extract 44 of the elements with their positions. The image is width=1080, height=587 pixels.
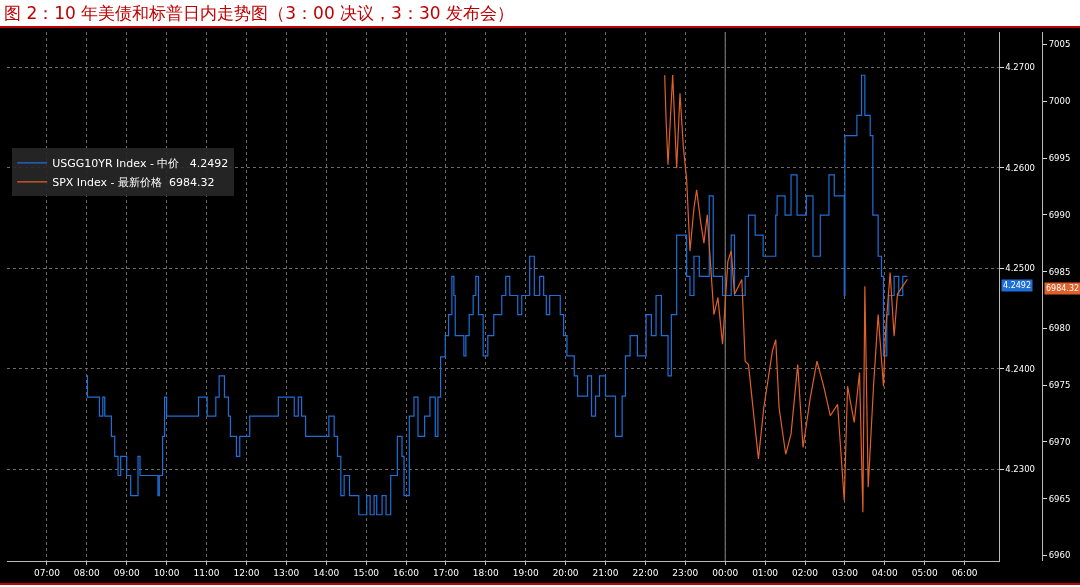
x-tick-label: 08:00 bbox=[73, 567, 101, 578]
chart-title: 图 2：10 年美债和标普日内走势图（3：00 决议，3：30 发布会） bbox=[3, 2, 515, 25]
x-tick-label: 19:00 bbox=[512, 567, 539, 578]
text: 4.2492 bbox=[1003, 281, 1031, 290]
y-tick-label: 4.2500 bbox=[1005, 263, 1035, 274]
y2-tick-label: 6970 bbox=[1048, 436, 1071, 447]
y2-tick-label: 6995 bbox=[1048, 152, 1071, 163]
x-tick-label: 01:00 bbox=[752, 567, 779, 578]
y2-tick-label: 6985 bbox=[1048, 266, 1071, 277]
x-tick-label: 23:00 bbox=[672, 567, 699, 578]
x-tick-label: 17:00 bbox=[432, 567, 460, 578]
y-tick-label: 4.2400 bbox=[1005, 363, 1035, 374]
x-tick-label: 11:00 bbox=[193, 567, 220, 578]
y-tick-label: 4.2700 bbox=[1005, 62, 1035, 73]
y2-tick-label: 6980 bbox=[1048, 323, 1071, 334]
x-tick-label: 03:00 bbox=[831, 567, 859, 578]
y2-tick-label: 7005 bbox=[1048, 39, 1071, 50]
legend-label: USGG10YR Index - 中价 4.2492 bbox=[52, 157, 229, 171]
x-tick-label: 21:00 bbox=[592, 567, 619, 578]
x-tick-label: 20:00 bbox=[552, 567, 579, 578]
x-tick-label: 18:00 bbox=[472, 567, 500, 578]
x-tick-label: 05:00 bbox=[911, 567, 938, 578]
x-tick-label: 00:00 bbox=[712, 567, 739, 578]
x-tick-label: 15:00 bbox=[353, 567, 380, 578]
x-tick-label: 04:00 bbox=[871, 567, 899, 578]
y2-tick-label: 6990 bbox=[1048, 209, 1071, 220]
y2-tick-label: 6965 bbox=[1048, 493, 1071, 504]
x-tick-label: 16:00 bbox=[393, 567, 420, 578]
y-tick-label: 4.2600 bbox=[1005, 162, 1035, 173]
x-tick-label: 07:00 bbox=[33, 567, 61, 578]
x-tick-label: 09:00 bbox=[113, 567, 140, 578]
y2-tick-label: 6960 bbox=[1048, 550, 1071, 561]
text: 6984.32 bbox=[1046, 284, 1080, 293]
legend-label: SPX Index - 最新价格 6984.32 bbox=[52, 176, 215, 190]
y2-tick-label: 7000 bbox=[1048, 96, 1071, 107]
x-tick-label: 22:00 bbox=[632, 567, 659, 578]
x-tick-label: 02:00 bbox=[792, 567, 819, 578]
x-tick-label: 13:00 bbox=[273, 567, 300, 578]
x-tick-label: 14:00 bbox=[313, 567, 340, 578]
y2-tick-label: 6975 bbox=[1048, 380, 1071, 391]
x-tick-label: 06:00 bbox=[951, 567, 978, 578]
y-tick-label: 4.2300 bbox=[1005, 464, 1035, 475]
x-tick-label: 12:00 bbox=[233, 567, 260, 578]
x-tick-label: 10:00 bbox=[153, 567, 180, 578]
